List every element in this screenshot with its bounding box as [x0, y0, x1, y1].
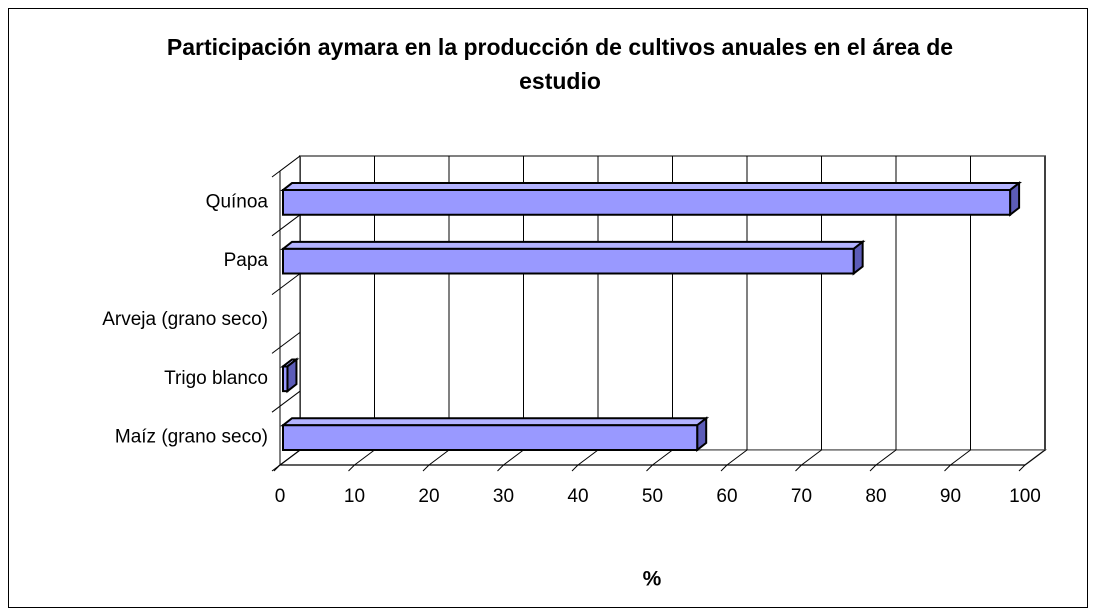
x-tick-label: 90 — [940, 486, 961, 507]
bar — [280, 416, 710, 452]
left-wall-line — [279, 155, 301, 172]
bar — [280, 357, 300, 394]
y-tick-label: Quínoa — [206, 191, 269, 212]
bar-face — [282, 424, 699, 451]
y-tick — [271, 346, 281, 354]
y-tick-label: Papa — [224, 250, 269, 271]
bar-face — [282, 189, 1012, 216]
x-tick-label: 40 — [567, 486, 588, 507]
floor-grid-line — [279, 449, 301, 466]
bar-face — [852, 239, 864, 276]
x-tick — [422, 464, 430, 472]
left-wall-line — [279, 273, 301, 290]
x-tick-label: 100 — [1009, 486, 1041, 507]
floor-grid-line — [875, 449, 897, 466]
x-tick — [720, 464, 728, 472]
x-tick-label: 30 — [493, 486, 514, 507]
chart-title: Participación aymara en la producción de… — [166, 34, 954, 94]
bar-face — [280, 182, 1023, 192]
bar-face — [282, 247, 855, 275]
floor-grid-line — [577, 449, 599, 466]
left-wall-line — [279, 214, 301, 231]
bar-face — [282, 365, 289, 393]
x-tick-label: 50 — [642, 486, 663, 507]
x-tick — [348, 464, 355, 472]
y-tick-label: Arveja (grano seco) — [102, 309, 268, 330]
x-tick — [571, 464, 579, 472]
x-tick — [944, 464, 951, 472]
floor-grid-line — [428, 449, 450, 466]
page: {"chart_data": {"type": "bar", "orientat… — [8, 8, 1088, 608]
x-tick-label: 60 — [716, 486, 737, 507]
floor-grid-line — [726, 449, 748, 466]
bar — [280, 239, 866, 276]
floor-grid-line — [354, 449, 375, 466]
y-tick — [271, 229, 281, 237]
x-tick — [869, 464, 877, 472]
chart: % 0 10 20 30 40 50 60 70 80 90 100 Maíz (grano seco… — [102, 155, 1048, 591]
x-tick-label: 20 — [418, 486, 439, 507]
y-tick-label: Maíz (grano seco) — [115, 427, 268, 448]
floor-grid-line — [950, 449, 971, 466]
bar-face — [696, 416, 708, 452]
bar-face — [286, 357, 298, 394]
bar — [280, 181, 1023, 217]
x-tick-label: 10 — [344, 486, 365, 507]
x-tick — [795, 464, 802, 472]
x-tick — [1018, 464, 1026, 472]
x-tick — [273, 464, 281, 472]
left-wall-line — [279, 390, 301, 407]
bar-face — [280, 417, 710, 427]
x-tick-label: 80 — [865, 486, 886, 507]
x-axis-label: % — [643, 568, 662, 591]
bar-face — [280, 240, 866, 250]
y-tick — [271, 405, 281, 413]
floor-grid-line — [801, 449, 822, 466]
x-tick-label: 70 — [791, 486, 812, 507]
left-wall-line — [279, 331, 301, 348]
x-tick — [497, 464, 504, 472]
y-tick — [271, 288, 281, 296]
floor-grid-line — [503, 449, 524, 466]
y-tick — [271, 170, 281, 178]
floor-grid-line — [652, 449, 673, 466]
floor-grid-line — [1024, 449, 1046, 466]
bar-face — [1009, 181, 1021, 217]
y-tick-label: Trigo blanco — [164, 368, 268, 389]
x-tick — [646, 464, 653, 472]
x-tick-label: 0 — [275, 486, 286, 507]
